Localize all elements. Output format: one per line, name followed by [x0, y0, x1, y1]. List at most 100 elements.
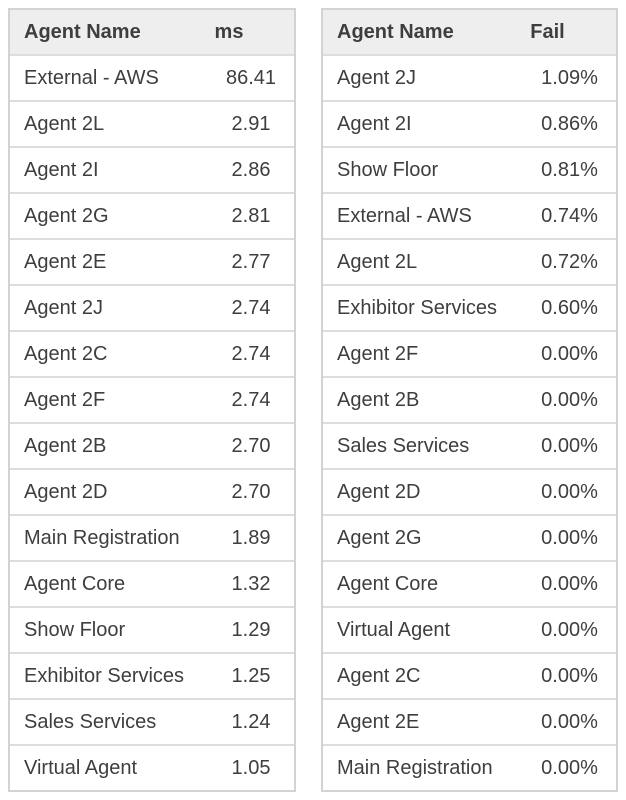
table-row: Agent 2G 0.00%	[323, 516, 616, 562]
agent-name-cell: Show Floor	[323, 148, 523, 194]
table-row: Agent 2J 1.09%	[323, 56, 616, 102]
table-row: Sales Services 1.24	[10, 700, 294, 746]
table-row: External - AWS 0.74%	[323, 194, 616, 240]
value-cell: 1.89	[208, 516, 294, 562]
value-cell: 0.00%	[523, 562, 616, 608]
table-row: Main Registration 0.00%	[323, 746, 616, 790]
fail-percent-table: Agent Name Fail Agent 2J 1.09% Agent 2I 0.8…	[321, 8, 618, 792]
value-cell: 1.09%	[523, 56, 616, 102]
agent-name-cell: Agent 2G	[10, 194, 208, 240]
agent-name-cell: Agent 2F	[10, 378, 208, 424]
table-row: Agent 2C 2.74	[10, 332, 294, 378]
table-row: Sales Services 0.00%	[323, 424, 616, 470]
agent-name-cell: Virtual Agent	[323, 608, 523, 654]
agent-name-cell: Main Registration	[10, 516, 208, 562]
value-cell: 0.86%	[523, 102, 616, 148]
value-cell: 0.00%	[523, 332, 616, 378]
agent-name-cell: Agent 2L	[323, 240, 523, 286]
agent-name-cell: Agent 2E	[10, 240, 208, 286]
value-cell: 0.00%	[523, 378, 616, 424]
value-cell: 2.74	[208, 378, 294, 424]
table-row: Agent 2L 0.72%	[323, 240, 616, 286]
agent-name-cell: Exhibitor Services	[323, 286, 523, 332]
value-cell: 0.74%	[523, 194, 616, 240]
value-cell: 0.00%	[523, 516, 616, 562]
table-row: Agent 2B 2.70	[10, 424, 294, 470]
value-cell: 0.60%	[523, 286, 616, 332]
agent-name-cell: Agent 2G	[323, 516, 523, 562]
value-cell: 2.86	[208, 148, 294, 194]
agent-name-cell: Agent 2D	[10, 470, 208, 516]
value-cell: 2.70	[208, 470, 294, 516]
value-cell: 2.70	[208, 424, 294, 470]
value-cell: 0.00%	[541, 757, 598, 779]
latency-table-header-agent-name: Agent Name	[10, 10, 208, 56]
value-cell: 1.25	[208, 654, 294, 700]
value-cell: 0.72%	[523, 240, 616, 286]
table-row: Agent 2L 2.91	[10, 102, 294, 148]
table-row: Agent 2I 2.86	[10, 148, 294, 194]
fail-percent-table-header: Agent Name Fail	[323, 10, 616, 56]
agent-name-cell: External - AWS	[323, 194, 523, 240]
value-cell: 2.74	[208, 332, 294, 378]
table-row: Agent 2F 0.00%	[323, 332, 616, 378]
agent-name-cell: Agent 2D	[323, 470, 523, 516]
table-row: Agent Core 0.00%	[323, 562, 616, 608]
agent-name-cell: Agent 2C	[10, 332, 208, 378]
table-row: Main Registration 1.89	[10, 516, 294, 562]
value-cell: 1.05	[231, 757, 271, 779]
latency-ms-table: Agent Name ms External - AWS 86.41 Agent 2…	[8, 8, 296, 792]
agent-name-cell: Agent 2J	[323, 56, 523, 102]
header-row: Agent Name ms	[10, 10, 294, 56]
table-row: Show Floor 1.29	[10, 608, 294, 654]
agent-name-cell: Agent Core	[10, 562, 208, 608]
table-row: Agent 2B 0.00%	[323, 378, 616, 424]
value-cell: 0.00%	[523, 608, 616, 654]
value-cell: 0.81%	[523, 148, 616, 194]
agent-name-cell: Exhibitor Services	[10, 654, 208, 700]
agent-name-cell: Virtual Agent	[24, 757, 138, 779]
table-row: Agent 2E 2.77	[10, 240, 294, 286]
agent-name-cell: External - AWS	[10, 56, 208, 102]
value-cell: 1.32	[208, 562, 294, 608]
agent-name-cell: Agent 2C	[323, 654, 523, 700]
table-row: External - AWS 86.41	[10, 56, 294, 102]
agent-name-cell: Agent 2L	[10, 102, 208, 148]
value-cell: 0.00%	[523, 424, 616, 470]
value-cell: 2.91	[208, 102, 294, 148]
agent-name-cell: Agent Core	[323, 562, 523, 608]
fail-table-header-agent-name: Agent Name	[323, 10, 523, 56]
table-row: Exhibitor Services 0.60%	[323, 286, 616, 332]
agent-name-cell: Agent 2J	[10, 286, 208, 332]
table-row: Show Floor 0.81%	[323, 148, 616, 194]
agent-name-cell: Show Floor	[10, 608, 208, 654]
fail-table-header-fail: Fail	[523, 10, 616, 56]
table-row: Virtual Agent 0.00%	[323, 608, 616, 654]
table-row: Virtual Agent 1.05	[10, 746, 294, 790]
value-cell: 2.74	[208, 286, 294, 332]
table-row: Agent 2C 0.00%	[323, 654, 616, 700]
value-cell: 1.29	[208, 608, 294, 654]
table-row: Agent 2F 2.74	[10, 378, 294, 424]
table-row: Agent 2D 0.00%	[323, 470, 616, 516]
table-row: Agent 2J 2.74	[10, 286, 294, 332]
table-row: Agent 2E 0.00%	[323, 700, 616, 746]
table-row: Agent Core 1.32	[10, 562, 294, 608]
table-row: Exhibitor Services 1.25	[10, 654, 294, 700]
value-cell: 0.00%	[523, 470, 616, 516]
table-row: Agent 2G 2.81	[10, 194, 294, 240]
agent-name-cell: Agent 2I	[10, 148, 208, 194]
value-cell: 0.00%	[523, 654, 616, 700]
agent-name-cell: Agent 2F	[323, 332, 523, 378]
agent-name-cell: Sales Services	[10, 700, 208, 746]
value-cell: 0.00%	[523, 700, 616, 746]
agent-name-cell: Sales Services	[323, 424, 523, 470]
latency-ms-table-header: Agent Name ms	[10, 10, 294, 56]
latency-ms-table-body: External - AWS 86.41 Agent 2L 2.91 Agent 2I 2…	[10, 56, 294, 790]
value-cell: 2.81	[208, 194, 294, 240]
latency-table-header-ms: ms	[208, 10, 294, 56]
agent-name-cell: Agent 2E	[323, 700, 523, 746]
agent-name-cell: Main Registration	[337, 757, 493, 779]
table-row: Agent 2D 2.70	[10, 470, 294, 516]
